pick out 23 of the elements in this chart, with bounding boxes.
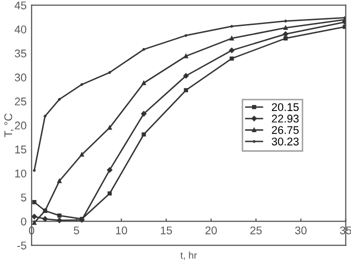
legend-label: 20.15 <box>272 103 299 112</box>
x-axis-title: t, hr <box>180 252 197 260</box>
x-tick-label: 15 <box>160 226 172 234</box>
y-tick-label: 30 <box>14 74 26 82</box>
legend-label: 22.93 <box>272 114 299 123</box>
legend-label: 26.75 <box>272 126 299 134</box>
x-tick-label: 25 <box>250 226 262 234</box>
y-tick-label: 5 <box>20 194 26 202</box>
y-tick-label: 45 <box>14 2 26 10</box>
y-axis-title: T, °C <box>4 114 14 138</box>
x-tick-label: 20 <box>205 226 217 234</box>
y-tick-label: -5 <box>17 242 26 250</box>
y-tick-label: 20 <box>14 122 26 130</box>
x-tick-label: 5 <box>74 226 80 234</box>
y-tick-label: 0 <box>20 218 26 226</box>
legend-label: 30.23 <box>272 138 299 146</box>
y-tick-label: 10 <box>15 170 26 178</box>
y-tick-label: 35 <box>14 50 26 58</box>
y-tick-label: 40 <box>14 26 26 34</box>
x-tick-label: 30 <box>295 226 307 234</box>
y-tick-label: 15 <box>15 146 26 154</box>
x-tick-label: 10 <box>116 226 128 234</box>
y-tick-label: 25 <box>14 98 26 106</box>
